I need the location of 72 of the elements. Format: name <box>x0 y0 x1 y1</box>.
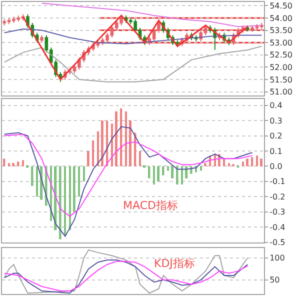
bar <box>200 166 202 171</box>
bar <box>237 165 240 168</box>
y-tick-label: 0.1 <box>270 146 282 156</box>
y-tick-label: 100 <box>270 254 285 263</box>
bar <box>78 166 80 197</box>
y-tick-label: 0.4 <box>270 101 282 110</box>
y-tick-label: 54.00 <box>270 14 293 23</box>
annotation: MACD指标 <box>123 199 178 212</box>
bar <box>171 166 174 178</box>
bar <box>260 158 262 166</box>
y-tick-label: 52.50 <box>270 50 293 60</box>
y-tick-label: 0.2 <box>270 132 282 141</box>
bar <box>181 166 183 184</box>
bar <box>8 163 10 166</box>
bar <box>167 166 169 171</box>
bar <box>36 166 38 197</box>
y-tick-label: 51.00 <box>270 88 293 97</box>
y-tick-label: -0.5 <box>270 238 286 248</box>
bar <box>223 158 226 166</box>
bar <box>162 166 164 176</box>
line-series <box>4 46 262 82</box>
bar <box>148 166 150 178</box>
bar <box>251 157 254 166</box>
bar <box>228 163 230 166</box>
bar <box>73 166 76 212</box>
bar <box>59 166 62 240</box>
bar <box>3 158 6 166</box>
bar <box>157 166 160 182</box>
line-series <box>4 28 262 44</box>
bar <box>176 166 178 184</box>
y-tick-label: -0.1 <box>270 177 286 186</box>
y-tick-label: 53.50 <box>270 26 293 36</box>
bar <box>246 158 248 166</box>
bar <box>31 166 34 186</box>
bar <box>185 166 188 178</box>
y-tick-label: 50 <box>270 276 280 285</box>
y-tick-label: -0.4 <box>270 222 286 232</box>
bar <box>22 160 24 166</box>
bar <box>111 124 113 166</box>
bar <box>153 166 155 184</box>
line-series <box>4 126 253 237</box>
bar <box>64 166 66 236</box>
annotation: KDJ指标 <box>154 257 195 270</box>
y-tick-label: -0.3 <box>270 208 286 217</box>
line-series <box>4 134 253 217</box>
candlestick <box>40 34 44 44</box>
bar <box>26 165 29 168</box>
y-tick-label: -0.2 <box>270 192 286 202</box>
line-series <box>41 2 262 28</box>
y-tick-label: 52.00 <box>270 62 293 72</box>
bar <box>101 120 104 166</box>
bar <box>125 111 127 166</box>
bar <box>256 156 258 166</box>
candlestick <box>176 40 180 47</box>
bar <box>17 162 20 166</box>
bar <box>143 165 146 168</box>
bar <box>87 150 90 166</box>
bar <box>129 120 132 166</box>
bar <box>69 166 71 230</box>
y-tick-label: 0.3 <box>270 116 282 126</box>
bar <box>115 111 118 166</box>
y-tick-label: 51.50 <box>270 75 293 84</box>
bar <box>97 131 99 166</box>
bar <box>92 140 94 166</box>
bar <box>242 162 244 166</box>
bar <box>204 163 206 166</box>
y-tick-label: 0.0 <box>270 162 282 172</box>
bar <box>139 150 141 166</box>
y-tick-label: 53.00 <box>270 38 293 48</box>
bar <box>83 166 85 182</box>
bar <box>12 163 15 166</box>
y-tick-label: 54.50 <box>270 1 293 10</box>
